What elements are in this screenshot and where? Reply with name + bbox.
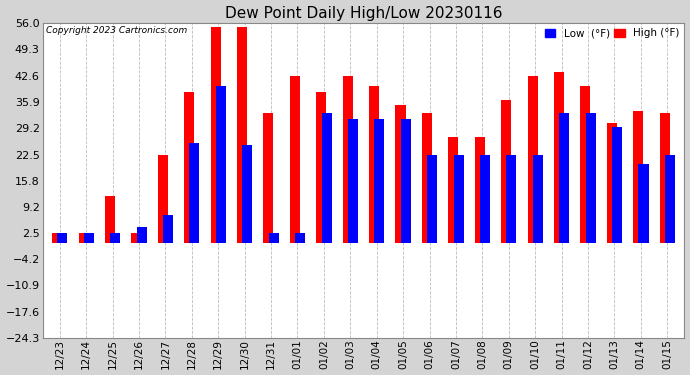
Bar bbox=[533, 154, 543, 243]
Bar bbox=[554, 72, 564, 243]
Bar bbox=[242, 145, 253, 243]
Bar bbox=[158, 154, 168, 243]
Bar bbox=[290, 76, 300, 243]
Bar bbox=[422, 113, 432, 243]
Title: Dew Point Daily High/Low 20230116: Dew Point Daily High/Low 20230116 bbox=[225, 6, 502, 21]
Bar bbox=[131, 233, 141, 243]
Bar bbox=[348, 119, 358, 243]
Bar bbox=[57, 233, 68, 243]
Bar bbox=[52, 233, 62, 243]
Bar bbox=[295, 233, 305, 243]
Legend: Low  (°F), High (°F): Low (°F), High (°F) bbox=[541, 24, 683, 42]
Bar bbox=[559, 113, 569, 243]
Bar bbox=[375, 119, 384, 243]
Bar bbox=[79, 233, 88, 243]
Bar bbox=[264, 113, 273, 243]
Bar bbox=[369, 86, 379, 243]
Bar bbox=[475, 137, 485, 243]
Bar bbox=[316, 92, 326, 243]
Bar bbox=[401, 119, 411, 243]
Bar bbox=[427, 154, 437, 243]
Bar bbox=[586, 113, 595, 243]
Bar bbox=[528, 76, 538, 243]
Bar bbox=[343, 76, 353, 243]
Bar bbox=[580, 86, 591, 243]
Bar bbox=[110, 233, 120, 243]
Bar bbox=[633, 111, 643, 243]
Bar bbox=[453, 154, 464, 243]
Bar bbox=[612, 127, 622, 243]
Bar bbox=[237, 27, 247, 243]
Text: Copyright 2023 Cartronics.com: Copyright 2023 Cartronics.com bbox=[46, 26, 187, 35]
Bar bbox=[184, 92, 194, 243]
Bar bbox=[190, 143, 199, 243]
Bar bbox=[163, 215, 173, 243]
Bar bbox=[448, 137, 458, 243]
Bar bbox=[395, 105, 406, 243]
Bar bbox=[501, 100, 511, 243]
Bar bbox=[638, 164, 649, 243]
Bar bbox=[268, 233, 279, 243]
Bar bbox=[480, 154, 490, 243]
Bar bbox=[210, 27, 221, 243]
Bar bbox=[660, 113, 670, 243]
Bar bbox=[105, 196, 115, 243]
Bar bbox=[216, 86, 226, 243]
Bar bbox=[137, 227, 147, 243]
Bar bbox=[665, 154, 675, 243]
Bar bbox=[322, 113, 332, 243]
Bar bbox=[506, 154, 516, 243]
Bar bbox=[607, 123, 617, 243]
Bar bbox=[83, 233, 94, 243]
